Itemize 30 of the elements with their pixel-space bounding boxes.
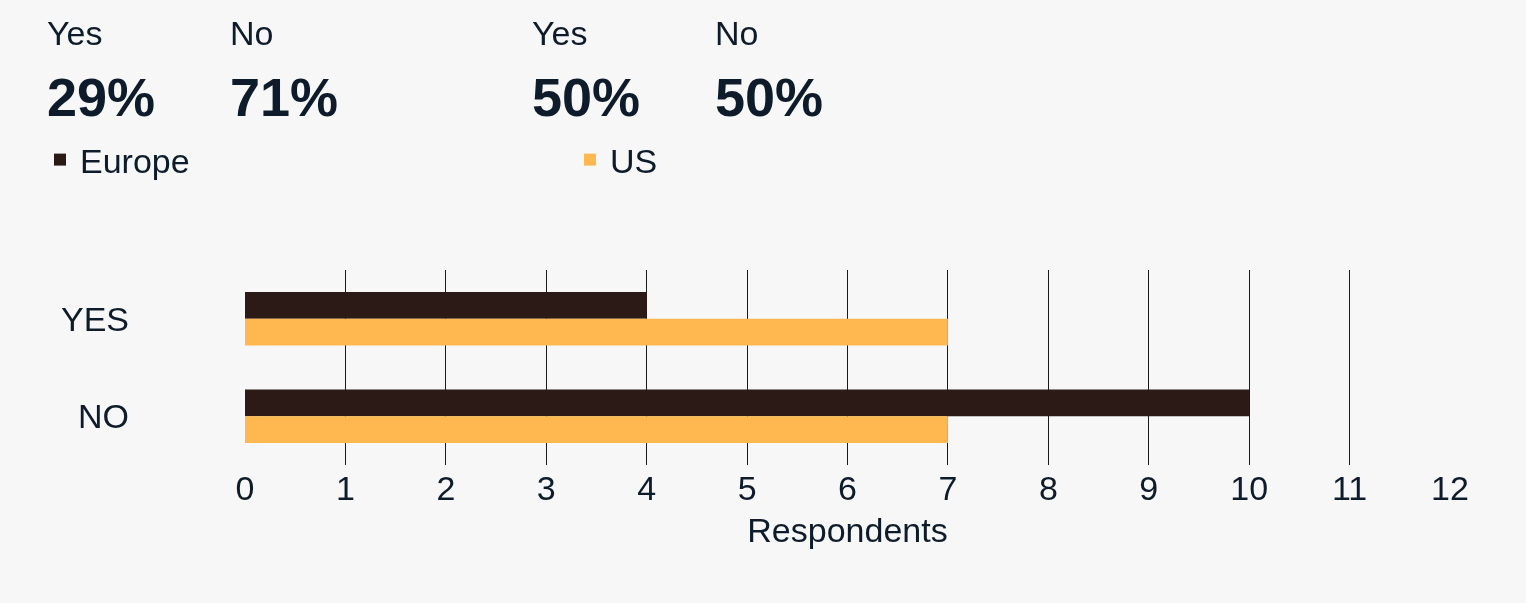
legend-label: Europe xyxy=(80,141,190,180)
x-tick-label: 0 xyxy=(235,469,255,507)
y-tick-label: NO xyxy=(78,397,129,436)
bar xyxy=(245,318,948,346)
x-tick-label: 9 xyxy=(1139,469,1159,507)
text: 71% xyxy=(230,67,339,127)
text: Yes xyxy=(532,14,588,52)
legend-label: US xyxy=(610,141,658,180)
bar xyxy=(245,291,647,319)
x-tick-label: 7 xyxy=(938,469,958,507)
text: Yes xyxy=(47,14,103,52)
x-tick-label: 5 xyxy=(737,469,757,507)
text: No xyxy=(230,14,274,52)
text: 50% xyxy=(715,67,824,127)
y-tick-label: YES xyxy=(60,299,129,338)
text: No xyxy=(715,14,759,52)
bar xyxy=(245,416,948,444)
x-tick-label: 6 xyxy=(838,469,857,507)
x-tick-label: 11 xyxy=(1331,469,1368,507)
x-tick-label: 12 xyxy=(1431,469,1469,507)
bar xyxy=(245,389,1250,417)
x-tick-label: 2 xyxy=(436,469,456,507)
x-tick-label: 4 xyxy=(637,469,657,507)
x-tick-label: 10 xyxy=(1230,469,1269,507)
x-axis-title: Respondents xyxy=(747,511,948,550)
text: 50% xyxy=(532,67,641,127)
x-tick-label: 8 xyxy=(1038,469,1058,507)
x-tick-label: 3 xyxy=(536,469,556,507)
text: 29% xyxy=(47,67,156,127)
x-tick-label: 1 xyxy=(335,469,355,507)
